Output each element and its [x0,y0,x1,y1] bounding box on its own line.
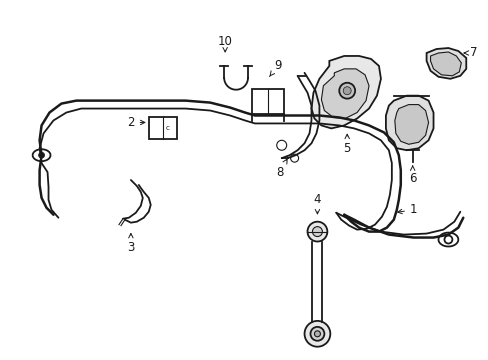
Polygon shape [321,69,368,118]
Text: 9: 9 [269,59,281,77]
Text: 1: 1 [397,203,417,216]
Circle shape [343,87,350,95]
Circle shape [39,152,44,158]
Polygon shape [311,56,380,129]
Bar [148,117,176,139]
Circle shape [312,227,322,237]
Text: 5: 5 [343,134,350,155]
Circle shape [307,222,326,242]
Text: 3: 3 [127,234,134,254]
Circle shape [310,327,324,341]
Polygon shape [394,105,427,144]
Polygon shape [385,96,433,150]
Text: 2: 2 [127,116,144,129]
Circle shape [444,235,451,243]
Text: 4: 4 [313,193,321,214]
Bar [251,89,283,113]
Polygon shape [429,52,460,76]
Circle shape [339,83,354,99]
Text: 7: 7 [463,46,477,59]
Text: c: c [165,125,169,131]
Text: 10: 10 [217,35,232,52]
Circle shape [304,321,330,347]
Circle shape [314,331,320,337]
Polygon shape [426,48,466,79]
Text: 8: 8 [275,159,286,179]
Text: 6: 6 [408,166,416,185]
